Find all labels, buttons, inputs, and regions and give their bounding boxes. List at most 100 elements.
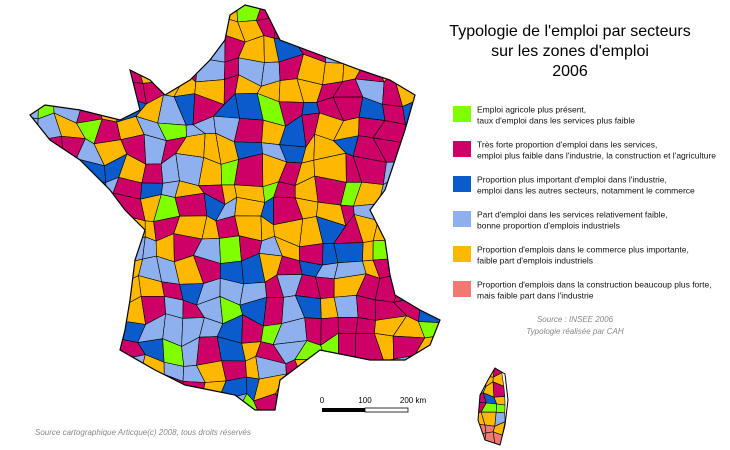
corsica-zones bbox=[478, 368, 508, 445]
zone bbox=[30, 336, 45, 365]
zone bbox=[193, 33, 226, 63]
zone bbox=[442, 299, 465, 326]
zone bbox=[495, 403, 506, 414]
legend-swatch bbox=[453, 281, 471, 297]
credit: Source cartographique Articque(c) 2008, … bbox=[35, 428, 251, 437]
zone bbox=[85, 60, 98, 87]
zone bbox=[416, 13, 440, 43]
legend-swatch bbox=[453, 176, 471, 192]
zone bbox=[154, 5, 186, 24]
zone bbox=[54, 217, 84, 241]
title-line: sur les zones d'emploi bbox=[491, 43, 649, 60]
zone bbox=[81, 315, 102, 336]
zone bbox=[114, 33, 139, 66]
zone bbox=[399, 199, 425, 227]
zone bbox=[400, 141, 427, 162]
zone bbox=[298, 404, 324, 410]
zone bbox=[142, 236, 157, 260]
zone bbox=[421, 112, 440, 144]
zone bbox=[30, 258, 47, 287]
zone bbox=[137, 22, 168, 35]
legend-label: emploi plus faible dans l'industrie, la … bbox=[477, 150, 716, 160]
zone bbox=[416, 257, 440, 284]
zone bbox=[383, 358, 403, 386]
zone bbox=[385, 418, 406, 439]
zone bbox=[317, 358, 345, 387]
zone bbox=[254, 420, 287, 441]
france-outline bbox=[29, 4, 441, 411]
zone bbox=[322, 62, 345, 86]
zone bbox=[30, 275, 44, 299]
zone bbox=[30, 140, 42, 157]
zone bbox=[95, 379, 123, 403]
zone bbox=[478, 372, 487, 388]
zone bbox=[95, 359, 122, 384]
zone bbox=[420, 274, 440, 301]
legend: Emploi agricole plus présent,taux d'empl… bbox=[453, 104, 716, 300]
zone bbox=[393, 161, 419, 181]
zone bbox=[30, 378, 36, 407]
zone bbox=[92, 245, 125, 265]
zone bbox=[30, 74, 41, 103]
zone bbox=[434, 119, 440, 144]
zone bbox=[294, 12, 327, 44]
zone bbox=[85, 33, 104, 66]
zone bbox=[77, 180, 107, 203]
zone bbox=[374, 5, 399, 19]
zone bbox=[372, 220, 403, 242]
zone bbox=[115, 54, 144, 84]
zone bbox=[34, 393, 64, 410]
zone bbox=[82, 217, 104, 246]
zone bbox=[95, 320, 123, 340]
zone bbox=[377, 200, 401, 222]
zone bbox=[132, 394, 167, 410]
zone bbox=[55, 355, 85, 387]
zone bbox=[55, 315, 87, 343]
zone bbox=[434, 399, 440, 410]
zone bbox=[93, 292, 127, 327]
legend-label: mais faible part dans l'industrie bbox=[477, 290, 594, 300]
zone bbox=[393, 272, 422, 303]
zone bbox=[399, 220, 426, 241]
zone bbox=[30, 13, 47, 41]
zone bbox=[75, 238, 104, 258]
legend-label: taux d'emploi dans les services plus fai… bbox=[477, 115, 635, 125]
zone bbox=[44, 175, 66, 203]
zone bbox=[54, 22, 86, 46]
zone bbox=[416, 156, 440, 181]
zone bbox=[374, 14, 395, 42]
zone bbox=[33, 342, 62, 366]
zone bbox=[174, 33, 199, 67]
zone bbox=[374, 36, 403, 60]
zone bbox=[75, 254, 95, 288]
zone bbox=[30, 37, 43, 67]
zone bbox=[78, 395, 108, 410]
zone bbox=[141, 163, 164, 184]
zone bbox=[413, 41, 440, 62]
zone bbox=[102, 213, 120, 247]
zone bbox=[155, 34, 184, 67]
zone bbox=[338, 358, 368, 385]
zone bbox=[33, 355, 58, 382]
zone bbox=[182, 14, 201, 36]
zone bbox=[362, 240, 374, 262]
zone bbox=[424, 224, 440, 246]
zone bbox=[340, 5, 359, 23]
zone bbox=[173, 394, 205, 410]
title-line: Typologie de l'emploi par secteurs bbox=[449, 23, 690, 40]
zone bbox=[277, 5, 306, 18]
zone bbox=[81, 292, 102, 327]
zone bbox=[441, 335, 462, 363]
zone bbox=[113, 5, 147, 27]
zone bbox=[30, 242, 47, 262]
zone bbox=[418, 205, 440, 227]
zone bbox=[30, 201, 46, 221]
zone bbox=[37, 317, 62, 346]
zone bbox=[199, 401, 222, 410]
zone bbox=[41, 195, 66, 226]
zone bbox=[30, 219, 43, 243]
zone bbox=[38, 5, 60, 27]
zone bbox=[56, 334, 83, 362]
zone bbox=[54, 5, 76, 27]
